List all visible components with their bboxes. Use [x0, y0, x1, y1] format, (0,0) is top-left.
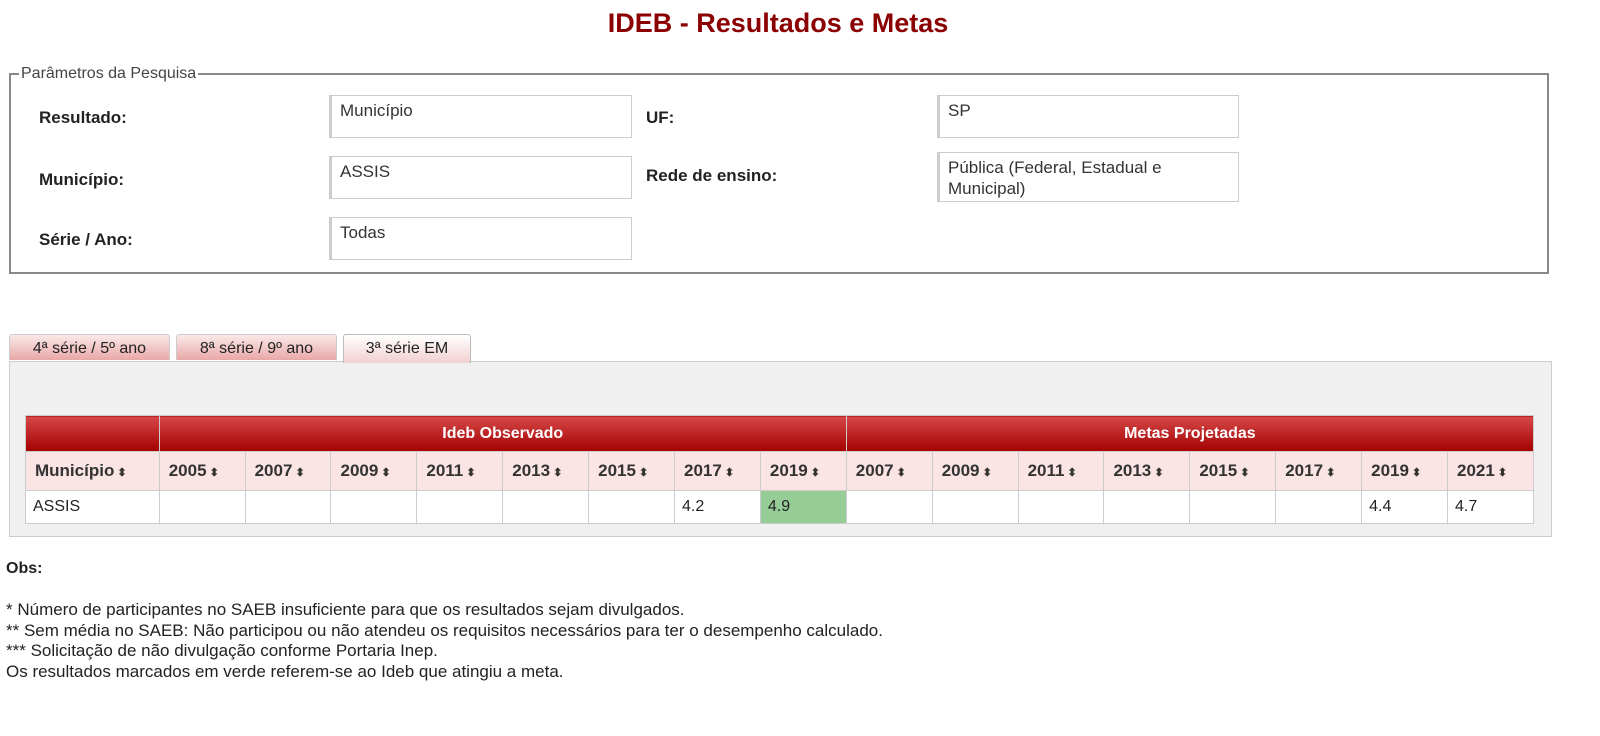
serie-field[interactable]: Todas	[329, 217, 632, 260]
sort-arrows-icon[interactable]: ⬍	[206, 467, 219, 479]
value-cell: 4.4	[1361, 490, 1448, 524]
column-label: 2017	[1285, 461, 1324, 480]
column-header-sortable[interactable]: 2019 ⬍	[759, 451, 847, 491]
column-header-sortable[interactable]: 2009 ⬍	[931, 451, 1019, 491]
sort-arrows-icon[interactable]: ⬍	[1237, 467, 1250, 479]
tab-panel: Ideb Observado Metas Projetadas Municípi…	[9, 361, 1552, 537]
column-header-sortable[interactable]: 2017 ⬍	[674, 451, 761, 491]
sort-arrows-icon[interactable]: ⬍	[292, 467, 305, 479]
column-header-sortable[interactable]: 2005 ⬍	[158, 451, 246, 491]
rede-label: Rede de ensino:	[646, 166, 778, 185]
column-header-sortable[interactable]: 2021 ⬍	[1447, 451, 1534, 491]
uf-label: UF:	[646, 108, 675, 127]
column-header-sortable[interactable]: 2009 ⬍	[330, 451, 418, 491]
obs-title: Obs:	[6, 560, 43, 577]
tab-3[interactable]: 3ª série EM	[343, 334, 471, 363]
value-cell: 4.9	[759, 490, 847, 524]
sort-arrows-icon[interactable]: ⬍	[114, 467, 127, 479]
sort-arrows-icon[interactable]: ⬍	[1323, 467, 1336, 479]
parameters-legend: Parâmetros da Pesquisa	[21, 65, 197, 82]
table-row: ASSIS 4.2 4.9 4.4 4.7	[25, 490, 1534, 524]
column-header-sortable[interactable]: 2007 ⬍	[845, 451, 933, 491]
value-cell	[1103, 490, 1191, 524]
sort-arrows-icon[interactable]: ⬍	[378, 467, 391, 479]
column-header-sortable[interactable]: 2017 ⬍	[1275, 451, 1363, 491]
sort-arrows-icon[interactable]: ⬍	[1064, 467, 1077, 479]
sort-arrows-icon[interactable]: ⬍	[979, 467, 992, 479]
ideb-table: Ideb Observado Metas Projetadas Municípi…	[25, 415, 1535, 524]
sort-arrows-icon[interactable]: ⬍	[721, 467, 735, 479]
value-cell	[244, 490, 332, 524]
value-cell	[588, 490, 676, 524]
rede-field[interactable]: Pública (Federal, Estadual e Municipal)	[937, 152, 1239, 202]
obs-line: Os resultados marcados em verde referem-…	[6, 661, 564, 681]
sort-arrows-icon[interactable]: ⬍	[635, 467, 649, 479]
column-header-sortable[interactable]: 2015 ⬍	[1189, 451, 1277, 491]
column-label: 2009	[941, 461, 980, 480]
column-label: 2019	[1371, 461, 1409, 480]
search-parameters: Parâmetros da Pesquisa	[9, 65, 1549, 274]
obs-notes: * Número de participantes no SAEB insufi…	[6, 600, 883, 682]
page-title: IDEB - Resultados e Metas	[607, 8, 949, 38]
sort-arrows-icon[interactable]: ⬍	[463, 467, 476, 479]
value-cell	[416, 490, 504, 524]
value-cell	[502, 490, 590, 524]
value-cell	[158, 490, 246, 524]
column-header-sortable[interactable]: 2013 ⬍	[502, 451, 590, 491]
column-header-sortable[interactable]: 2007 ⬍	[244, 451, 332, 491]
column-label: 2015	[598, 461, 636, 480]
tab-1[interactable]: 4ª série / 5º ano	[9, 334, 170, 360]
obs-line: *** Solicitação de não divulgação confor…	[6, 641, 438, 660]
column-header-sortable[interactable]: 2011 ⬍	[1017, 451, 1105, 491]
column-label: 2013	[1113, 461, 1152, 480]
column-label: Município	[35, 461, 115, 480]
sort-arrows-icon[interactable]: ⬍	[893, 467, 906, 479]
column-label: 2007	[254, 461, 293, 480]
value-cell: 4.7	[1447, 490, 1534, 524]
sort-arrows-icon[interactable]: ⬍	[807, 467, 821, 479]
column-header-sortable[interactable]: 2011 ⬍	[416, 451, 504, 491]
column-label: 2011	[426, 461, 464, 480]
obs-line: ** Sem média no SAEB: Não participou ou …	[6, 620, 883, 640]
column-label: 2011	[1027, 461, 1065, 480]
column-label: 2013	[512, 461, 551, 480]
group-metas-projetadas: Metas Projetadas	[845, 415, 1535, 452]
column-header-sortable[interactable]: 2015 ⬍	[588, 451, 676, 491]
column-label: 2005	[168, 461, 207, 480]
tab-2[interactable]: 8ª série / 9º ano	[176, 334, 337, 360]
resultado-label: Resultado:	[39, 108, 127, 127]
column-header-sortable[interactable]: 2019 ⬍	[1361, 451, 1448, 491]
header-blank	[25, 415, 160, 452]
column-label: 2007	[855, 461, 894, 480]
municipio-cell: ASSIS	[25, 490, 160, 524]
obs-line: * Número de participantes no SAEB insufi…	[6, 600, 685, 619]
column-label: 2017	[684, 461, 722, 480]
column-header-sortable[interactable]: 2013 ⬍	[1103, 451, 1191, 491]
value-cell	[845, 490, 933, 524]
column-label: 2009	[340, 461, 379, 480]
sort-arrows-icon[interactable]: ⬍	[550, 467, 563, 479]
value-cell: 4.2	[674, 490, 761, 524]
value-cell	[1275, 490, 1363, 524]
sort-arrows-icon[interactable]: ⬍	[1494, 467, 1508, 479]
municipio-field[interactable]: ASSIS	[329, 156, 632, 199]
municipio-label: Município:	[39, 170, 124, 189]
column-label: 2019	[769, 461, 808, 480]
column-header-sortable[interactable]: Município ⬍	[25, 451, 160, 491]
value-cell	[931, 490, 1019, 524]
resultado-field[interactable]: Município	[329, 95, 632, 138]
column-label: 2015	[1199, 461, 1238, 480]
serie-label: Série / Ano:	[39, 230, 133, 249]
uf-field[interactable]: SP	[937, 95, 1239, 138]
value-cell	[1017, 490, 1105, 524]
group-ideb-observado: Ideb Observado	[158, 415, 847, 452]
sort-arrows-icon[interactable]: ⬍	[1151, 467, 1164, 479]
value-cell	[1189, 490, 1277, 524]
sort-arrows-icon[interactable]: ⬍	[1408, 467, 1422, 479]
column-label: 2021	[1457, 461, 1495, 480]
value-cell	[330, 490, 418, 524]
